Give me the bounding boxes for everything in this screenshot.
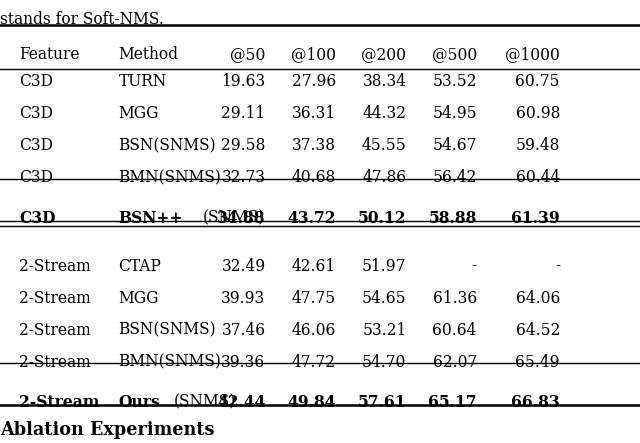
Text: MGG: MGG	[118, 105, 159, 122]
Text: 39.36: 39.36	[221, 354, 266, 371]
Text: 44.32: 44.32	[362, 105, 406, 122]
Text: 42.44: 42.44	[217, 394, 266, 411]
Text: CTAP: CTAP	[118, 257, 161, 275]
Text: 47.75: 47.75	[292, 290, 336, 307]
Text: (SNMS): (SNMS)	[173, 394, 236, 411]
Text: 56.42: 56.42	[433, 170, 477, 187]
Text: 40.68: 40.68	[292, 170, 336, 187]
Text: 47.72: 47.72	[292, 354, 336, 371]
Text: 64.52: 64.52	[516, 322, 560, 338]
Text: @100: @100	[291, 46, 336, 63]
Text: 47.86: 47.86	[362, 170, 406, 187]
Text: 43.72: 43.72	[287, 210, 336, 226]
Text: (SNMS): (SNMS)	[203, 210, 265, 226]
Text: @1000: @1000	[505, 46, 560, 63]
Text: 61.36: 61.36	[433, 290, 477, 307]
Text: 54.95: 54.95	[432, 105, 477, 122]
Text: 36.31: 36.31	[292, 105, 336, 122]
Text: 29.58: 29.58	[221, 137, 266, 155]
Text: 2-Stream: 2-Stream	[19, 394, 100, 411]
Text: 19.63: 19.63	[221, 74, 266, 90]
Text: -: -	[555, 257, 560, 275]
Text: C3D: C3D	[19, 105, 53, 122]
Text: 60.75: 60.75	[515, 74, 560, 90]
Text: 64.06: 64.06	[516, 290, 560, 307]
Text: BSN++: BSN++	[118, 210, 183, 226]
Text: 59.48: 59.48	[516, 137, 560, 155]
Text: 45.55: 45.55	[362, 137, 406, 155]
Text: TURN: TURN	[118, 74, 167, 90]
Text: 50.12: 50.12	[358, 210, 406, 226]
Text: 61.39: 61.39	[511, 210, 560, 226]
Text: Method: Method	[118, 46, 179, 63]
Text: 2-Stream: 2-Stream	[19, 322, 91, 338]
Text: -: -	[472, 257, 477, 275]
Text: 60.64: 60.64	[433, 322, 477, 338]
Text: 54.70: 54.70	[362, 354, 406, 371]
Text: 66.83: 66.83	[511, 394, 560, 411]
Text: 49.84: 49.84	[287, 394, 336, 411]
Text: 42.61: 42.61	[292, 257, 336, 275]
Text: Feature: Feature	[19, 46, 80, 63]
Text: Ablation Experiments: Ablation Experiments	[0, 421, 214, 439]
Text: @500: @500	[431, 46, 477, 63]
Text: 2-Stream: 2-Stream	[19, 290, 91, 307]
Text: 34.88: 34.88	[217, 210, 266, 226]
Text: BMN(SNMS): BMN(SNMS)	[118, 170, 221, 187]
Text: 46.06: 46.06	[292, 322, 336, 338]
Text: BSN(SNMS): BSN(SNMS)	[118, 322, 216, 338]
Text: 62.07: 62.07	[433, 354, 477, 371]
Text: 37.38: 37.38	[292, 137, 336, 155]
Text: 29.11: 29.11	[221, 105, 266, 122]
Text: stands for Soft-NMS.: stands for Soft-NMS.	[0, 11, 164, 28]
Text: 57.61: 57.61	[358, 394, 406, 411]
Text: 60.98: 60.98	[516, 105, 560, 122]
Text: 2-Stream: 2-Stream	[19, 257, 91, 275]
Text: 58.88: 58.88	[428, 210, 477, 226]
Text: 51.97: 51.97	[362, 257, 406, 275]
Text: @200: @200	[362, 46, 406, 63]
Text: C3D: C3D	[19, 170, 53, 187]
Text: 65.49: 65.49	[515, 354, 560, 371]
Text: BSN(SNMS): BSN(SNMS)	[118, 137, 216, 155]
Text: 2-Stream: 2-Stream	[19, 354, 91, 371]
Text: C3D: C3D	[19, 137, 53, 155]
Text: Ours: Ours	[118, 394, 160, 411]
Text: 53.52: 53.52	[432, 74, 477, 90]
Text: 60.44: 60.44	[516, 170, 560, 187]
Text: C3D: C3D	[19, 210, 56, 226]
Text: 32.49: 32.49	[221, 257, 266, 275]
Text: 32.73: 32.73	[221, 170, 266, 187]
Text: MGG: MGG	[118, 290, 159, 307]
Text: 54.67: 54.67	[433, 137, 477, 155]
Text: BMN(SNMS): BMN(SNMS)	[118, 354, 221, 371]
Text: 39.93: 39.93	[221, 290, 266, 307]
Text: 27.96: 27.96	[292, 74, 336, 90]
Text: 54.65: 54.65	[362, 290, 406, 307]
Text: 65.17: 65.17	[428, 394, 477, 411]
Text: 37.46: 37.46	[221, 322, 266, 338]
Text: @50: @50	[230, 46, 266, 63]
Text: 53.21: 53.21	[362, 322, 406, 338]
Text: C3D: C3D	[19, 74, 53, 90]
Text: 38.34: 38.34	[362, 74, 406, 90]
